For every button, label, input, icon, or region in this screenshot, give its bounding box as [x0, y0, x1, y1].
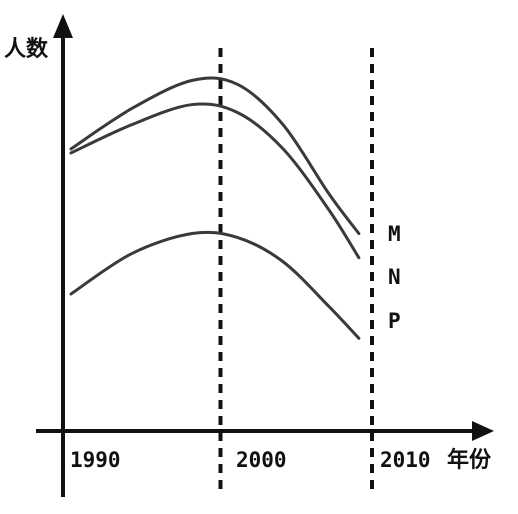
x-tick-label-1990: 1990 — [70, 448, 121, 472]
labels: 人数 年份 1990 2000 2010 M N P — [4, 36, 492, 473]
y-axis-arrow — [53, 14, 73, 38]
series-label-m: M — [388, 222, 401, 246]
series-group — [69, 76, 361, 340]
x-tick-label-2000: 2000 — [236, 448, 287, 472]
reference-lines — [218, 48, 374, 494]
series-line-p — [69, 230, 361, 340]
series-label-p: P — [388, 309, 401, 333]
x-axis-label: 年份 — [447, 447, 492, 473]
axes — [36, 14, 494, 497]
y-axis-label: 人数 — [4, 36, 49, 62]
series-line-m — [69, 76, 361, 236]
series-line-n — [69, 102, 361, 260]
x-tick-label-2010: 2010 — [380, 448, 431, 472]
x-axis-arrow — [472, 421, 494, 441]
series-label-n: N — [388, 265, 401, 289]
